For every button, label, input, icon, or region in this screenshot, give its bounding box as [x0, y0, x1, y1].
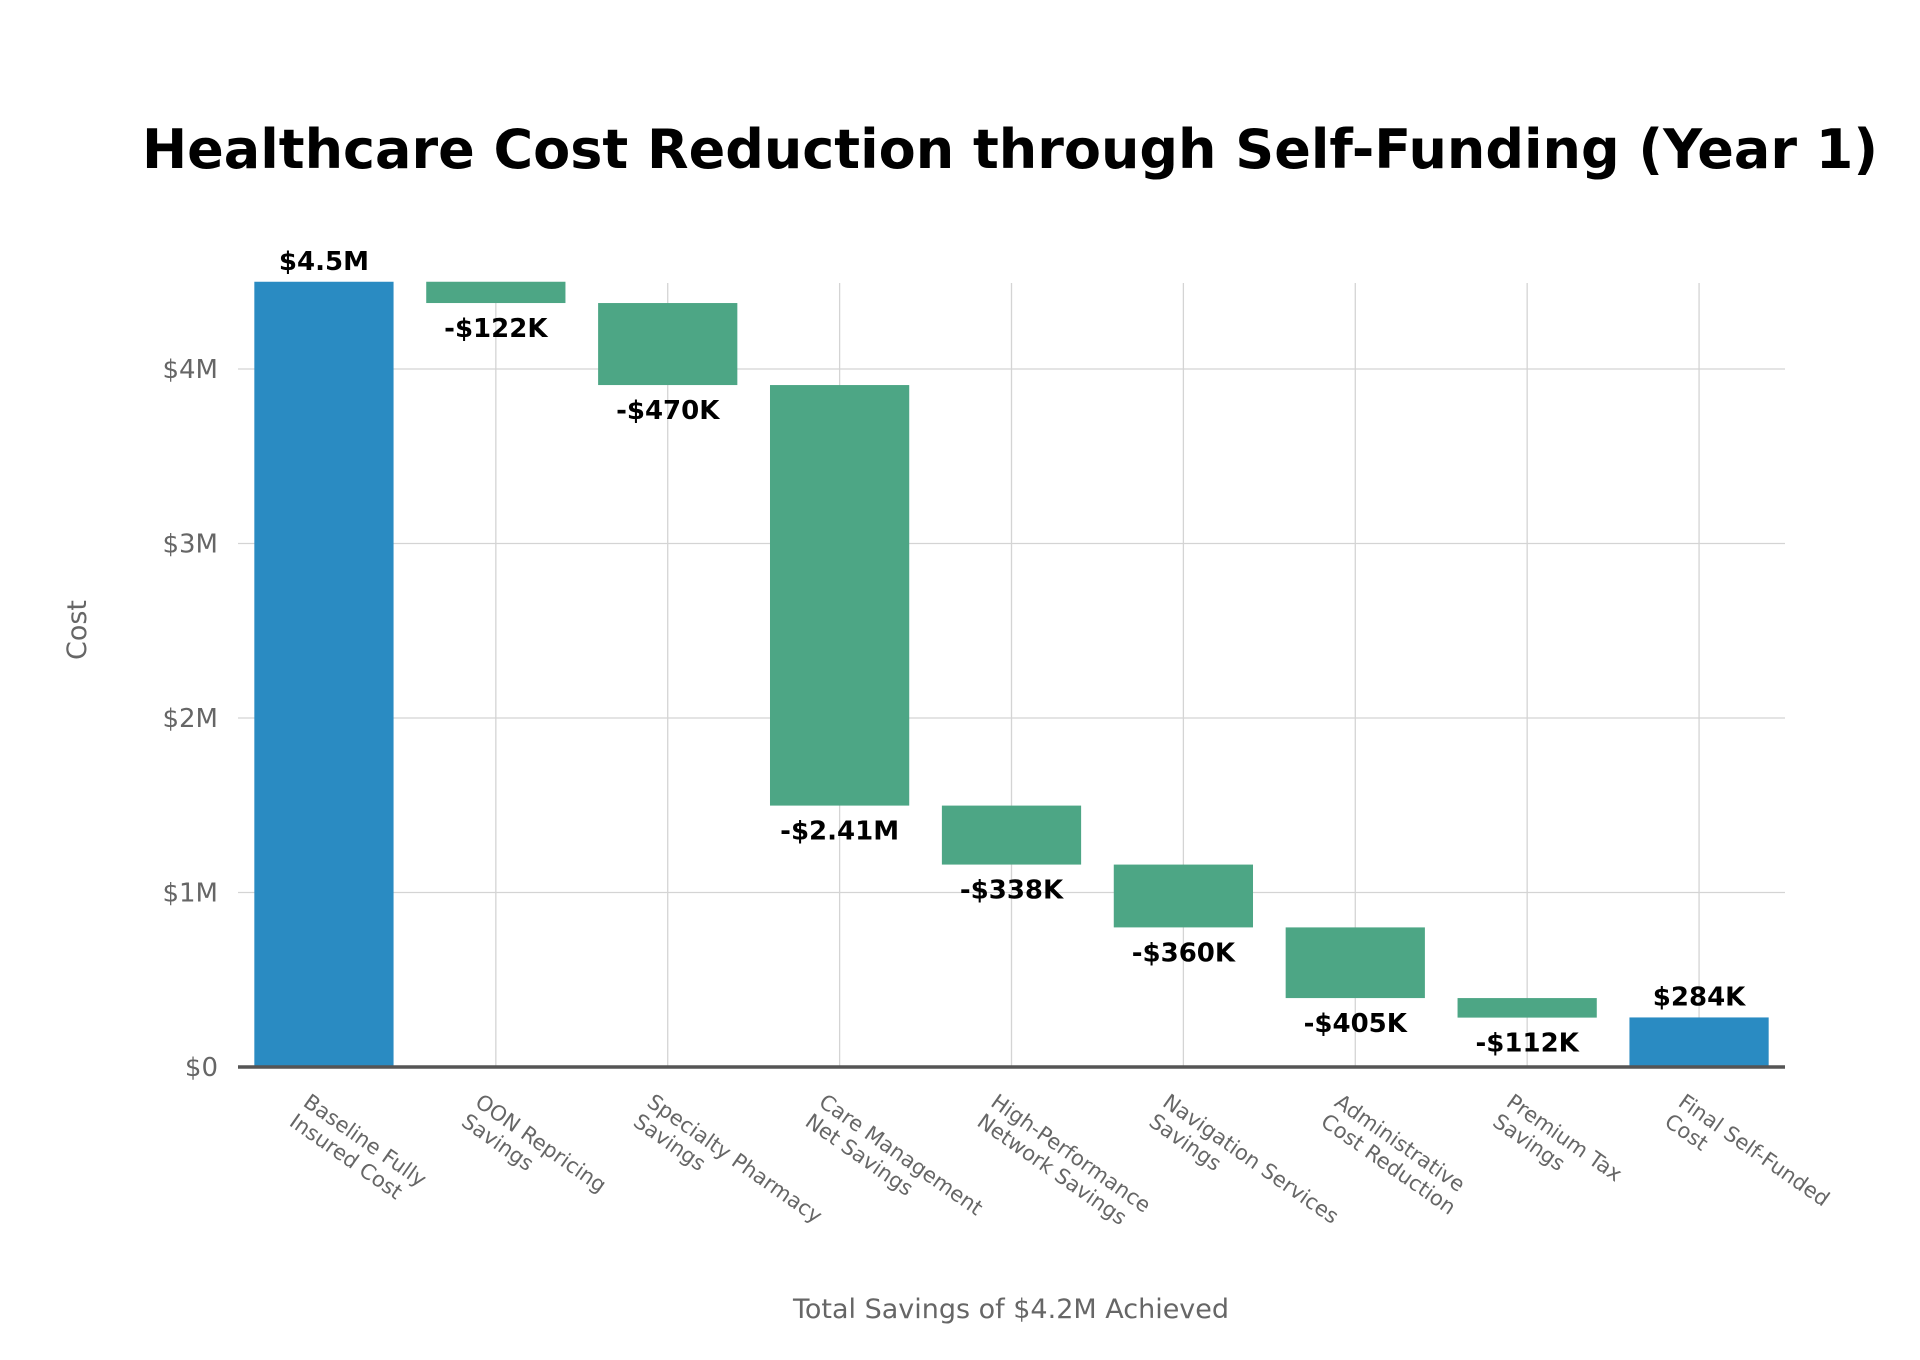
- data-label: -$122K: [444, 314, 548, 344]
- data-label: $4.5M: [279, 247, 369, 277]
- grid: $0 $1M $2M $3M $4M: [162, 283, 1785, 1083]
- x-tick-label: OON RepricingSavings: [457, 1089, 611, 1217]
- bar: [1285, 927, 1425, 999]
- x-tick-label: Baseline FullyInsured Cost: [285, 1089, 431, 1211]
- data-label: -$112K: [1476, 1029, 1580, 1059]
- bar: [1113, 864, 1254, 928]
- bars: [238, 281, 1785, 1069]
- x-tick-label: High-PerformanceNetwork Savings: [973, 1089, 1155, 1237]
- bar: [1629, 1017, 1769, 1067]
- data-label: -$470K: [616, 396, 720, 426]
- data-label: -$405K: [1304, 1009, 1408, 1039]
- y-tick-label: $4M: [162, 355, 218, 385]
- y-axis-title: Cost: [62, 600, 93, 660]
- bar: [941, 805, 1082, 865]
- x-tick-label: Final Self-FundedCost: [1660, 1089, 1833, 1230]
- labels: $4.5M Baseline FullyInsured Cost -$122K OON…: [279, 247, 1834, 1248]
- x-axis-title: Total Savings of $4.2M Achieved: [792, 1294, 1229, 1325]
- y-tick-label: $3M: [162, 530, 218, 560]
- chart-title: Healthcare Cost Reduction through Self-F…: [142, 118, 1878, 181]
- bar: [426, 281, 566, 304]
- x-tick-label: Specialty PharmacySavings: [629, 1089, 826, 1247]
- x-tick-label: Premium TaxSavings: [1489, 1089, 1627, 1206]
- x-tick-label: Care ManagementNet Savings: [801, 1089, 987, 1239]
- bar: [254, 281, 394, 1067]
- x-tick-label: AdministrativeCost Reduction: [1317, 1089, 1474, 1219]
- bar: [598, 303, 738, 386]
- bar: [769, 385, 910, 806]
- x-tick-label-line: Specialty Pharmacy: [643, 1089, 827, 1228]
- data-label: -$2.41M: [780, 817, 899, 847]
- x-tick-label-line: Navigation Services: [1159, 1089, 1344, 1228]
- data-label: -$360K: [1132, 938, 1236, 968]
- y-tick-label: $2M: [162, 704, 218, 734]
- data-label: $284K: [1653, 982, 1746, 1012]
- y-tick-label: $1M: [162, 879, 218, 909]
- x-tick-label: Navigation ServicesSavings: [1145, 1089, 1343, 1248]
- y-tick-label: $0: [185, 1053, 218, 1083]
- data-label: -$338K: [960, 876, 1064, 906]
- bar: [1457, 998, 1597, 1018]
